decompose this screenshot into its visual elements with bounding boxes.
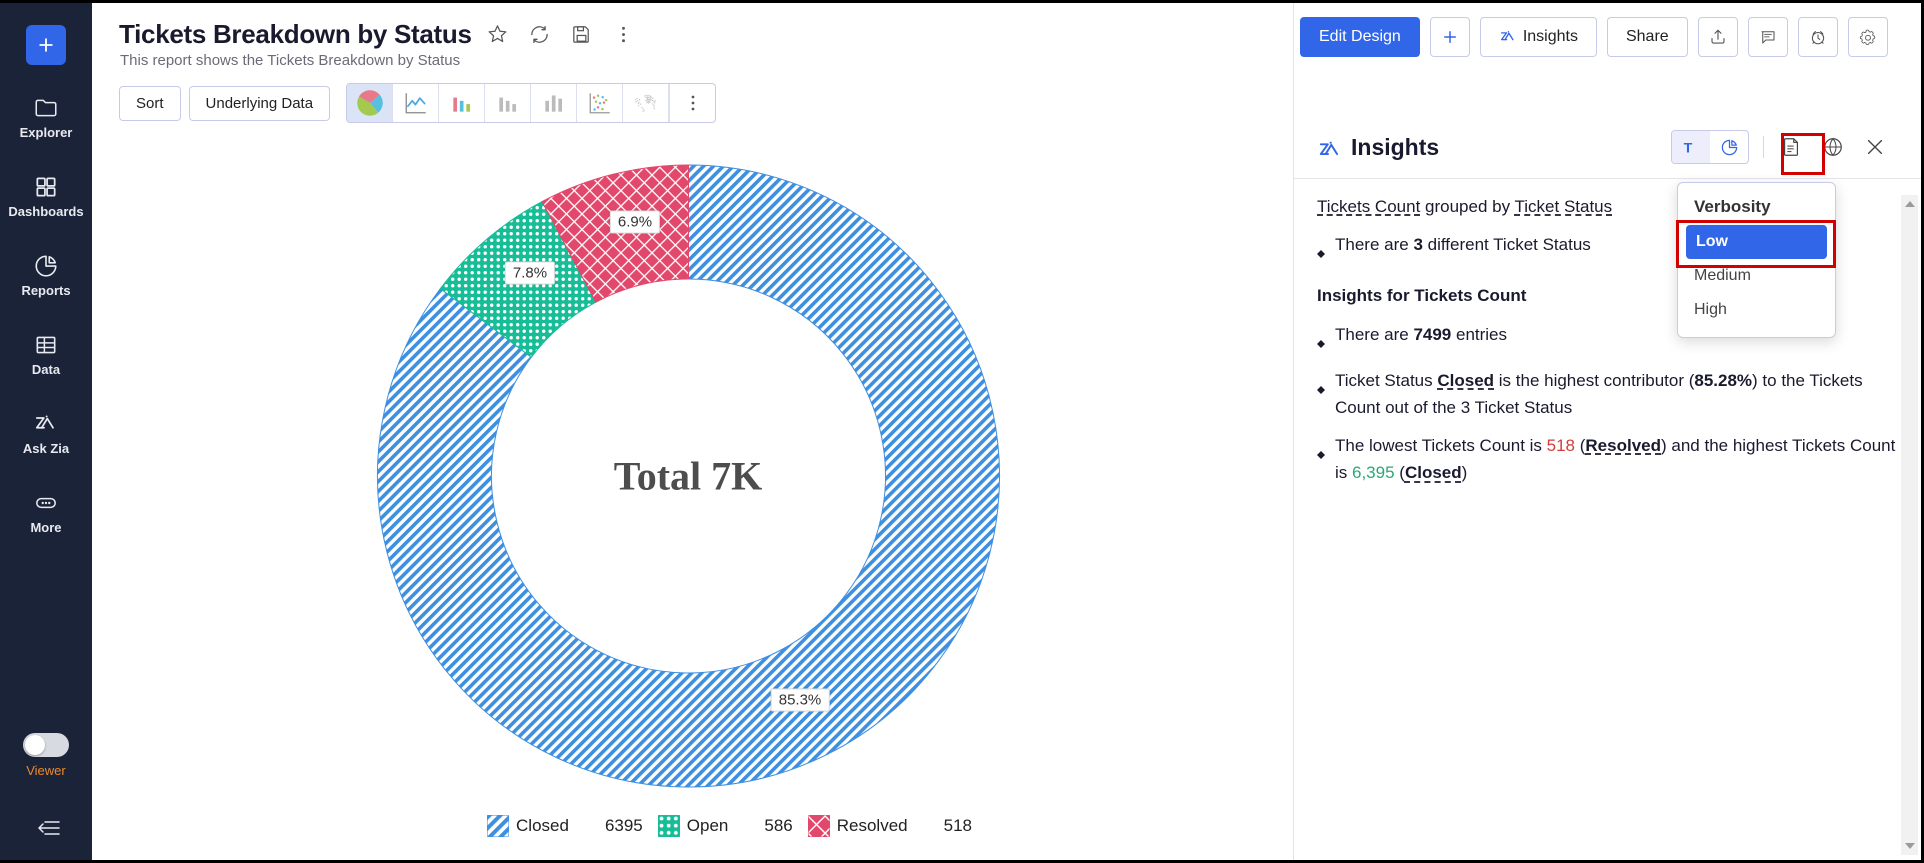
svg-text:T: T xyxy=(1683,140,1692,156)
